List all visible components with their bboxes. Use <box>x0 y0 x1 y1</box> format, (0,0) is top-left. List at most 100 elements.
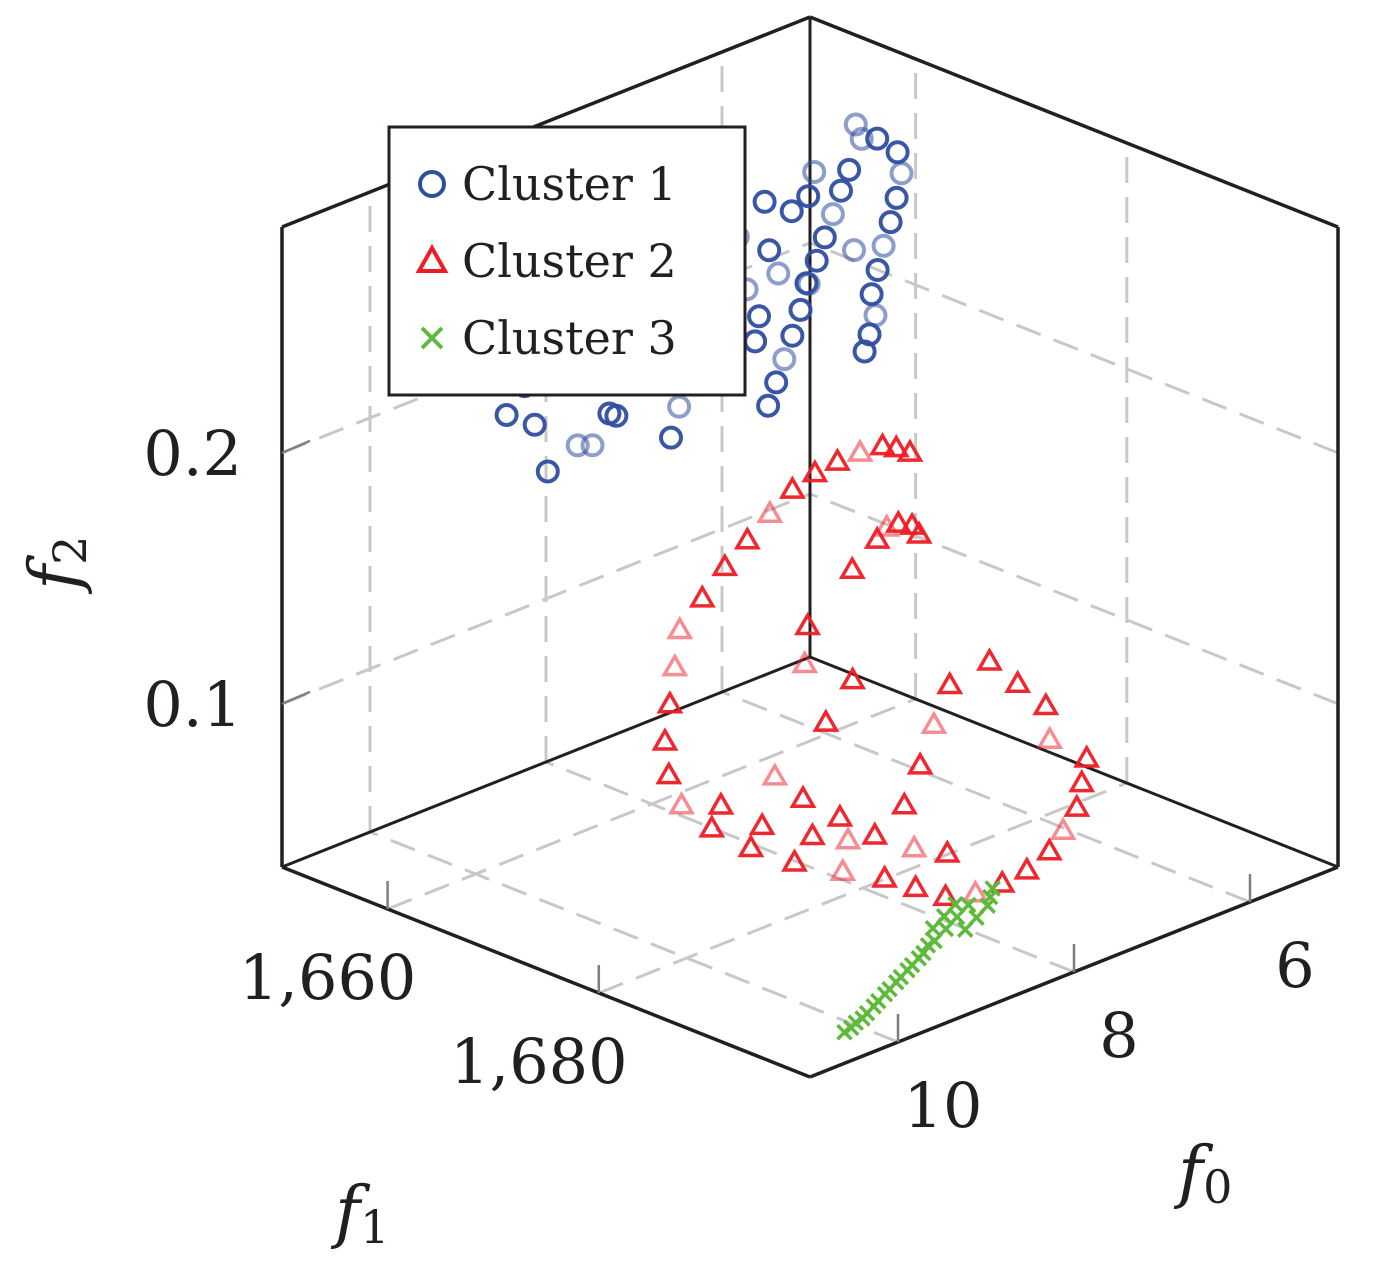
point-triangle <box>869 431 896 456</box>
point-cross <box>984 880 1001 897</box>
point-circle <box>794 271 819 296</box>
point-triangle <box>801 458 829 483</box>
y-tick-label: 1,660 <box>239 941 417 1014</box>
point-circle <box>667 394 692 419</box>
legend: Cluster 1 Cluster 2 Cluster 3 <box>387 125 747 397</box>
point-circle <box>494 403 519 427</box>
point-triangle <box>1068 768 1096 793</box>
point-triangle <box>1049 816 1077 840</box>
point-circle <box>747 304 771 329</box>
point-circle <box>820 202 845 227</box>
point-circle <box>849 126 874 151</box>
grid-x-floor <box>545 760 1075 974</box>
point-circle <box>788 297 813 322</box>
legend-box <box>387 125 747 397</box>
tick-mark-z <box>281 439 311 455</box>
point-triangle <box>761 762 789 786</box>
point-triangle <box>823 447 851 471</box>
point-triangle <box>932 882 959 907</box>
point-triangle <box>920 710 948 735</box>
point-cross <box>924 920 942 937</box>
point-triangle <box>651 727 679 751</box>
point-triangle <box>826 803 854 827</box>
point-triangle <box>661 653 689 677</box>
point-triangle <box>902 873 930 898</box>
point-circle <box>843 112 868 137</box>
point-circle <box>863 303 888 328</box>
point-triangle <box>1063 793 1091 817</box>
point-circle <box>752 189 777 214</box>
point-triangle <box>711 552 739 577</box>
point-cross <box>919 937 937 954</box>
tick-labels: 6 8 10 1,660 1,680 0.1 0.2 <box>143 417 1314 1142</box>
point-triangle <box>737 833 765 858</box>
point-circle <box>565 433 590 458</box>
legend-marker-cross <box>420 326 444 350</box>
point-triangle <box>655 760 683 785</box>
point-triangle <box>839 666 867 690</box>
grid-z-wall-right <box>809 241 1339 455</box>
axis-y-front <box>281 865 811 1079</box>
point-triangle <box>838 555 866 579</box>
point-circle <box>852 339 877 364</box>
point-triangle <box>781 848 808 872</box>
point-triangle <box>884 509 912 533</box>
grid-y-floor <box>387 697 917 911</box>
axis-top-left <box>281 15 811 229</box>
point-triangle <box>861 821 889 845</box>
point-triangle <box>1036 725 1064 749</box>
point-triangle <box>863 525 891 549</box>
point-circle <box>804 248 829 273</box>
point-circle <box>865 126 890 151</box>
point-triangle <box>906 751 934 775</box>
tick-mark-z <box>281 690 311 706</box>
point-triangle <box>896 438 924 462</box>
point-triangle <box>666 615 694 640</box>
point-circle <box>842 238 866 263</box>
grid-x-floor <box>369 830 899 1044</box>
point-triangle <box>1073 744 1101 768</box>
point-circle <box>764 370 789 395</box>
point-triangle <box>1004 669 1032 694</box>
grid-y-floor <box>598 781 1128 995</box>
legend-marker-triangle <box>415 243 449 273</box>
point-circle <box>812 225 837 250</box>
point-circle <box>829 178 853 203</box>
axis-top-right <box>809 15 1339 229</box>
point-triangle <box>812 708 840 732</box>
point-triangle <box>756 499 784 523</box>
x-tick-label: 10 <box>904 1069 983 1142</box>
point-circle <box>837 157 862 182</box>
point-cross <box>842 1019 860 1037</box>
point-circle <box>885 140 910 165</box>
point-circle <box>889 161 914 186</box>
point-triangle <box>961 879 989 903</box>
point-circle <box>802 160 827 184</box>
point-triangle <box>748 811 776 836</box>
axis-floor-back-left <box>281 655 811 869</box>
point-circle <box>522 412 547 437</box>
point-triangle <box>890 791 918 815</box>
x-tick-label: 6 <box>1275 929 1314 1002</box>
axis-floor-back-right <box>809 655 1339 869</box>
point-circle <box>604 403 629 428</box>
point-triangle <box>668 791 695 815</box>
y-axis-label: f1 <box>330 1173 389 1254</box>
point-circle <box>772 347 797 372</box>
point-triangle <box>791 649 819 674</box>
z-tick-label: 0.1 <box>143 668 242 741</box>
point-triangle <box>871 864 899 888</box>
point-triangle <box>834 826 862 850</box>
point-triangle <box>798 821 826 846</box>
point-circle <box>884 185 909 210</box>
point-circle <box>859 282 884 307</box>
y-tick-label: 1,680 <box>450 1025 628 1098</box>
point-circle <box>659 425 683 450</box>
point-triangle <box>794 611 822 636</box>
point-circle <box>871 233 896 258</box>
point-circle <box>535 459 560 484</box>
point-circle <box>780 323 805 348</box>
point-circle <box>766 261 791 286</box>
axis-frame-back <box>281 17 1339 869</box>
